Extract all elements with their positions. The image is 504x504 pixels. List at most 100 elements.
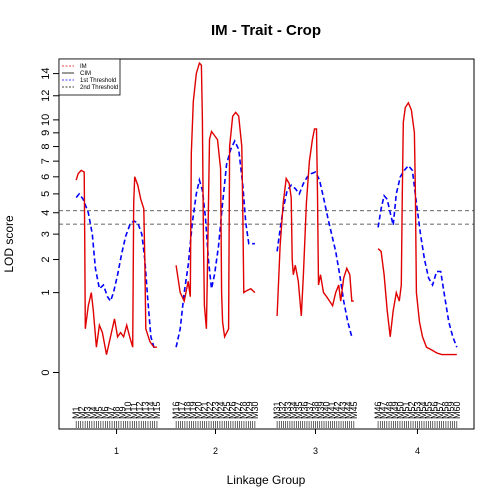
marker-label: M8 xyxy=(112,406,122,419)
legend-label: IM xyxy=(80,64,87,70)
lod-series xyxy=(75,61,458,356)
y-tick-label: 5 xyxy=(40,191,52,197)
legend-label: 1st Threshold xyxy=(80,78,116,84)
marker-label: M7 xyxy=(106,406,116,419)
marker-label: M22 xyxy=(205,401,215,419)
y-tick-label: 9 xyxy=(40,130,52,136)
marker-label: M42 xyxy=(332,401,342,419)
y-tick-label: 0 xyxy=(40,369,52,375)
marker-label: M57 xyxy=(435,401,445,419)
marker-label: M44 xyxy=(343,401,353,419)
y-tick-label: 3 xyxy=(40,231,52,237)
threshold-lines xyxy=(59,210,474,225)
im-series-line xyxy=(377,101,457,356)
y-tick-label: 10 xyxy=(40,114,52,126)
marker-label: M19 xyxy=(188,401,198,419)
marker-label: M52 xyxy=(407,401,417,419)
y-tick-label: 1 xyxy=(40,290,52,296)
legend-label: 2nd Threshold xyxy=(80,85,118,91)
marker-label: M16 xyxy=(171,401,181,419)
y-tick-label: 7 xyxy=(40,158,52,164)
marker-label: M26 xyxy=(227,401,237,419)
threshold-series-line xyxy=(377,164,458,348)
marker-label: M39 xyxy=(316,401,326,419)
plot-frame xyxy=(58,58,475,430)
marker-label: M51 xyxy=(401,401,411,419)
linkage-group-label: 2 xyxy=(213,446,218,456)
marker-label: M56 xyxy=(429,401,439,419)
marker-label: M11 xyxy=(129,402,139,419)
marker-label: M58 xyxy=(441,401,451,419)
x-axis-label: Linkage Group xyxy=(227,473,306,487)
marker-label: M45 xyxy=(349,401,359,419)
y-tick-label: 2 xyxy=(40,256,52,262)
marker-label: M32 xyxy=(278,401,288,419)
marker-label: M48 xyxy=(384,401,394,419)
marker-label: M60 xyxy=(452,401,462,419)
marker-label: M27 xyxy=(233,401,243,419)
marker-label: M59 xyxy=(446,401,456,419)
legend-box xyxy=(58,58,121,96)
marker-label: M49 xyxy=(390,401,400,419)
marker-label: M23 xyxy=(211,401,221,419)
marker-label: M40 xyxy=(321,401,331,419)
marker-label: M29 xyxy=(244,401,254,419)
chart-title: IM - Trait - Crop xyxy=(211,22,321,39)
marker-label: M31 xyxy=(272,401,282,419)
im-series-line xyxy=(175,61,256,340)
marker-label: M25 xyxy=(222,401,232,419)
threshold-series-line xyxy=(175,139,255,348)
marker-label: M12 xyxy=(135,401,145,419)
marker-label: M5 xyxy=(94,406,104,419)
marker-label: M10 xyxy=(123,401,133,419)
marker-label: M6 xyxy=(100,406,110,419)
marker-label: M28 xyxy=(239,401,249,419)
legend-label: CIM xyxy=(80,71,91,77)
marker-label: M36 xyxy=(300,401,310,419)
im-series-line xyxy=(276,128,354,317)
linkage-group-label: 3 xyxy=(313,446,318,456)
linkage-group-label: 1 xyxy=(114,446,119,456)
marker-label: M55 xyxy=(424,401,434,419)
marker-label: M35 xyxy=(294,401,304,419)
im-series-line xyxy=(75,169,157,355)
marker-label: M14 xyxy=(146,401,156,419)
marker-label: M20 xyxy=(194,401,204,419)
linkage-group-label: 4 xyxy=(415,446,420,456)
marker-label: M53 xyxy=(412,401,422,419)
y-tick-label: 6 xyxy=(40,174,52,180)
y-axis-label: LOD score xyxy=(2,215,16,273)
threshold-series-line xyxy=(276,170,354,338)
marker-label: M46 xyxy=(373,401,383,419)
marker-label: M30 xyxy=(250,401,260,419)
x-axis: 1 2 3 4 xyxy=(114,429,420,456)
marker-label: M9 xyxy=(117,406,127,419)
marker-label: M54 xyxy=(418,401,428,419)
marker-label: M1 xyxy=(71,406,81,419)
y-tick-label: 12 xyxy=(40,90,52,102)
marker-label: M17 xyxy=(177,401,187,419)
marker-label: M21 xyxy=(199,401,209,419)
marker-label: M18 xyxy=(182,401,192,419)
marker-label: M4 xyxy=(88,406,98,419)
threshold-series-line xyxy=(75,192,157,348)
marker-label: M41 xyxy=(327,401,337,419)
marker-label: M38 xyxy=(310,401,320,419)
marker-label: M2 xyxy=(77,406,87,419)
marker-label: M3 xyxy=(83,406,93,419)
y-tick-label: 14 xyxy=(40,67,52,79)
y-tick-label: 4 xyxy=(40,210,52,216)
marker-label: M13 xyxy=(140,401,150,419)
y-tick-label: 8 xyxy=(40,143,52,149)
marker-label: M43 xyxy=(338,401,348,419)
marker-label: M15 xyxy=(152,401,162,419)
marker-label: M50 xyxy=(396,401,406,419)
marker-label: M34 xyxy=(289,401,299,419)
marker-label: M47 xyxy=(379,401,389,419)
marker-label: M24 xyxy=(216,401,226,419)
marker-label: M33 xyxy=(283,401,293,419)
